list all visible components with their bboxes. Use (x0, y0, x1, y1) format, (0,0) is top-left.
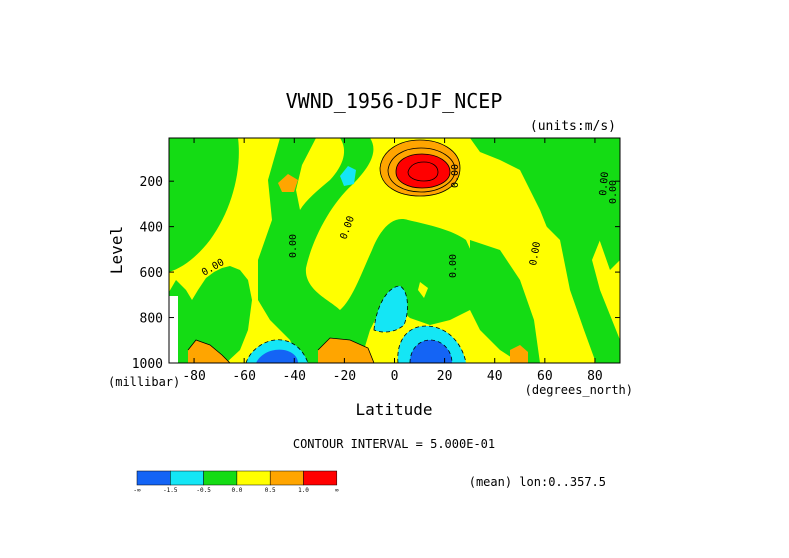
chart-title: VWND_1956-DJF_NCEP (286, 89, 503, 113)
legend-label: -1.5 (163, 487, 178, 494)
cyan-patch-upper (340, 166, 356, 186)
green-region-west-lower (169, 266, 252, 363)
contour-line-nh-blue-inner (409, 339, 453, 363)
blue-region-nh (410, 340, 452, 363)
x-tick-label: 60 (537, 369, 553, 384)
y-tick-label: 800 (140, 312, 163, 327)
x-tick-label: -20 (333, 369, 356, 384)
contour-line-nh-blue-outer (397, 325, 467, 363)
y-tick-label: 400 (140, 221, 163, 236)
contour-label: 0.00 (608, 180, 619, 204)
contour-line-sw-orange (187, 339, 231, 363)
legend-swatch (269, 470, 304, 486)
contour-line-sh-blue (245, 339, 309, 363)
blue-region-sh (256, 349, 298, 363)
green-region-east (470, 138, 620, 363)
contour-label: 0.00 (288, 234, 299, 258)
y-axis: 200 400 600 800 1000 (132, 175, 620, 372)
orange-patch-s (318, 338, 374, 363)
y-axis-units: (millibar) (108, 375, 180, 389)
legend-swatch (236, 470, 271, 486)
contour-line-jet-inner (395, 153, 451, 189)
contour-label: 0.00 (448, 254, 459, 278)
contour-line-jet-outer (379, 139, 461, 197)
yellow-patch-east (540, 220, 596, 363)
cyan-patch-mid (374, 286, 408, 333)
legend-swatch (203, 470, 238, 486)
x-tick-label: -40 (283, 369, 306, 384)
y-axis-label: Level (107, 226, 126, 274)
legend-label: 1.0 (298, 487, 309, 494)
x-tick-label: 20 (437, 369, 453, 384)
x-tick-label: 0 (391, 369, 399, 384)
red-region-jet-core (396, 154, 450, 188)
yellow-patch-central (296, 138, 345, 210)
y-tick-label: 600 (140, 266, 163, 281)
contour-field (169, 138, 620, 363)
legend-swatch (303, 470, 338, 486)
contour-line-cyan-mid (373, 285, 408, 333)
footer-text: (mean) lon:0..357.5 (469, 475, 606, 489)
x-axis: -80 -60 -40 -20 0 20 40 60 80 (182, 138, 603, 384)
y-tick-label: 1000 (132, 357, 163, 372)
orange-patch-e (510, 345, 528, 363)
legend-label: ∞ (335, 487, 339, 494)
units-label: (units:m/s) (530, 119, 616, 134)
contour-line-jet-mid (387, 147, 456, 193)
x-tick-label: 40 (487, 369, 503, 384)
green-region-east-lower (470, 240, 540, 363)
legend-swatch (170, 470, 204, 486)
green-region-far-east (596, 160, 620, 270)
color-legend: -∞ -1.5 -0.5 0.0 0.5 1.0 ∞ (133, 470, 339, 494)
legend-label: -∞ (133, 487, 141, 494)
x-axis-label: Latitude (355, 400, 432, 419)
y-tick-label: 200 (140, 175, 163, 190)
orange-patch-sw (188, 340, 230, 363)
contour-line-s-orange (317, 337, 375, 363)
contour-lines (187, 139, 467, 363)
contour-interval-text: CONTOUR INTERVAL = 5.000E-01 (293, 437, 495, 451)
x-tick-label: 80 (587, 369, 603, 384)
green-region-west (169, 138, 239, 272)
x-tick-label: -80 (182, 369, 205, 384)
orange-patch-west (278, 174, 298, 192)
x-tick-label: -60 (232, 369, 255, 384)
contour-label: 0.00 (450, 164, 461, 188)
legend-label: 0.0 (231, 487, 242, 494)
contour-label: 0.00 (528, 241, 543, 267)
legend-label: 0.5 (265, 487, 276, 494)
x-axis-units: (degrees_north) (525, 383, 633, 397)
contour-label: 0.00 (598, 171, 611, 196)
contour-line-jet-core (407, 161, 439, 182)
legend-label: -0.5 (196, 487, 211, 494)
legend-swatch (136, 470, 171, 486)
yellow-patch-lower-center (418, 282, 428, 298)
missing-data-patch (169, 296, 178, 363)
